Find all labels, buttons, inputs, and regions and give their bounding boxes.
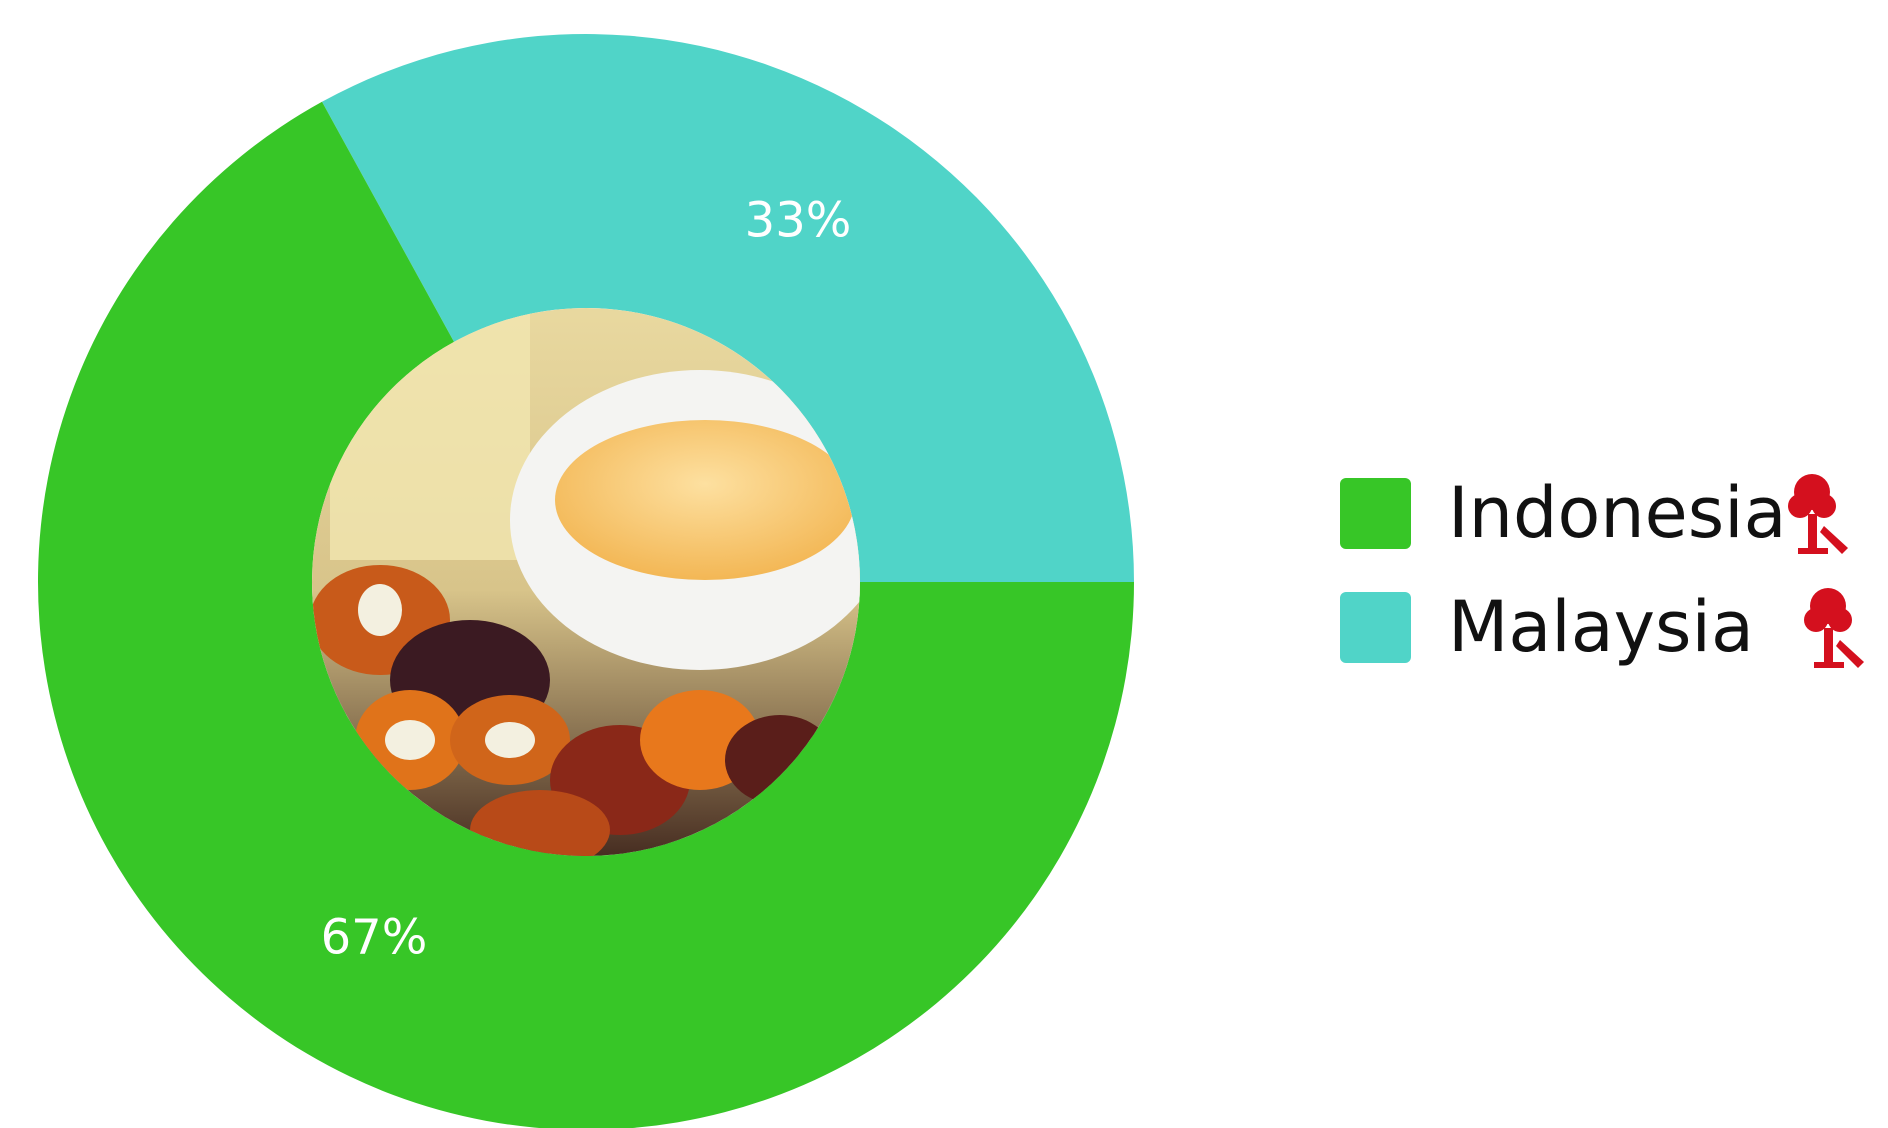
icon-part <box>1788 494 1812 518</box>
value-label: 33% <box>745 193 852 249</box>
donut: 33% 67% <box>38 34 1134 1128</box>
legend-label: Malaysia <box>1448 586 1754 668</box>
icon-part <box>1812 494 1836 518</box>
legend-label: Indonesia <box>1448 472 1787 554</box>
legend-swatch <box>1340 592 1411 663</box>
tree-icon <box>1788 474 1848 554</box>
icon-part <box>1804 608 1828 632</box>
donut-slice <box>321 34 1134 583</box>
legend-swatch <box>1340 478 1411 549</box>
icon-part <box>1808 514 1817 552</box>
icon-part <box>1836 640 1864 668</box>
icon-part <box>1814 662 1844 668</box>
tree-icon <box>1804 588 1864 668</box>
value-label: 67% <box>321 909 428 965</box>
icon-part <box>1820 526 1848 554</box>
icon-part <box>1828 608 1852 632</box>
legend: Indonesia Malaysia <box>1340 472 1864 668</box>
icon-part <box>1824 628 1833 666</box>
icon-part <box>1798 548 1828 554</box>
donut-slice <box>38 101 1134 1128</box>
